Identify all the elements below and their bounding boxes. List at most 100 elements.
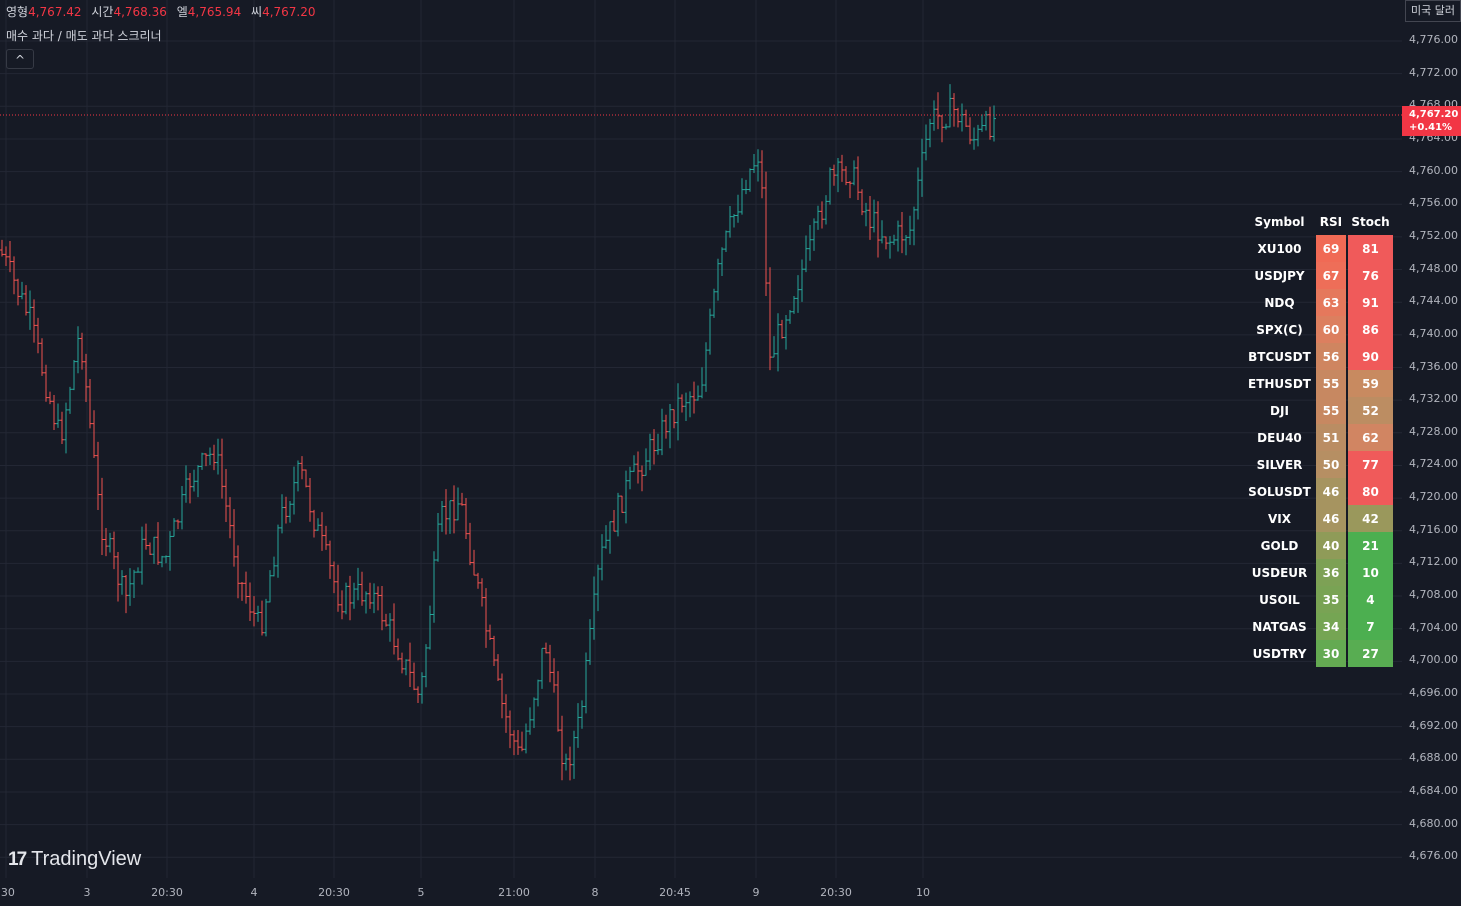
stoch-cell: 52	[1347, 397, 1393, 424]
ohlc-bar	[704, 342, 708, 392]
ohlc-bar	[848, 180, 852, 199]
ohlc-bar	[172, 518, 176, 537]
ohlc-bar	[192, 469, 196, 492]
ohlc-bar	[636, 451, 640, 484]
ohlc-bar	[548, 644, 552, 683]
ohlc-bar	[304, 469, 308, 488]
ohlc-bar	[504, 694, 508, 733]
ohlc-bar	[488, 624, 492, 640]
ohlc-bar	[104, 527, 108, 557]
ohlc-bar	[356, 567, 360, 601]
ohlc-bar	[80, 332, 84, 370]
tradingview-logo[interactable]: 17 TradingView	[8, 848, 141, 871]
ohlc-bar	[300, 456, 304, 480]
ohlc-bar	[676, 383, 680, 441]
time-axis-label: 3	[83, 886, 91, 899]
price-axis-label: 4,748.00	[1409, 261, 1458, 275]
ohlc-bar	[128, 568, 132, 606]
ohlc-bar	[656, 433, 660, 455]
ohlc-bar	[308, 478, 312, 522]
ohlc-bar	[232, 509, 236, 567]
stoch-cell: 27	[1347, 640, 1393, 667]
price-axis-label: 4,696.00	[1409, 686, 1458, 699]
ohlc-bar	[112, 531, 116, 570]
ohlc-bar	[988, 106, 992, 140]
ohlc-bar	[960, 103, 964, 132]
ohlc-bar	[980, 114, 984, 132]
stoch-cell: 77	[1347, 451, 1393, 478]
time-axis-label: 9	[752, 886, 760, 899]
ohlc-bar	[820, 201, 824, 229]
rsi-cell: 55	[1315, 370, 1346, 397]
ohlc-bar	[336, 564, 340, 612]
ohlc-bar	[784, 314, 788, 350]
ohlc-bar	[964, 109, 968, 127]
ohlc-bar	[100, 477, 104, 556]
ohlc-bar	[24, 285, 28, 316]
ohlc-bar	[96, 441, 100, 511]
stoch-cell: 80	[1347, 478, 1393, 505]
price-axis-label: 4,776.00	[1409, 33, 1458, 46]
ohlc-bar	[740, 178, 744, 215]
ohlc-bar	[492, 635, 496, 666]
ohlc-bar	[88, 378, 92, 429]
rsi-cell: 34	[1315, 613, 1346, 640]
price-bars	[0, 84, 996, 781]
ohlc-bar	[164, 555, 168, 564]
ohlc-bar	[228, 497, 232, 539]
ohlc-bar	[948, 84, 952, 128]
ohlc-bar	[32, 299, 36, 343]
symbol-cell: USDTRY	[1252, 646, 1307, 661]
open-value: 4,767.42	[28, 5, 82, 19]
ohlc-bar	[912, 206, 916, 246]
stoch-cell: 7	[1347, 613, 1393, 640]
ohlc-bar	[484, 588, 488, 648]
ohlc-bar	[632, 455, 636, 472]
ohlc-bar	[448, 500, 452, 534]
ohlc-bar	[768, 267, 772, 371]
ohlc-bar	[380, 585, 384, 631]
ohlc-bar	[836, 158, 840, 193]
ohlc-bar	[120, 570, 124, 595]
ohlc-bar	[744, 179, 748, 195]
time-axis-label: 20:30	[318, 886, 350, 899]
currency-button[interactable]: 미국 달러	[1405, 0, 1461, 22]
ohlc-bar	[680, 394, 684, 413]
ohlc-bar	[584, 652, 588, 714]
ohlc-bar	[476, 572, 480, 589]
collapse-button[interactable]: ^	[6, 49, 34, 69]
stoch-cell: 81	[1347, 235, 1393, 262]
ohlc-bar	[508, 710, 512, 749]
symbol-cell: ETHUSDT	[1248, 376, 1311, 391]
ohlc-bar	[344, 582, 348, 615]
ohlc-bar	[956, 107, 960, 128]
time-axis-label: 20:45	[659, 886, 691, 899]
symbol-cell: SPX(C)	[1256, 322, 1303, 337]
screener-row: NDQ 63 91	[1245, 289, 1393, 316]
ohlc-bar	[760, 150, 764, 199]
low-value: 4,765.94	[187, 5, 242, 19]
ohlc-bar	[932, 100, 936, 131]
ohlc-bar	[272, 556, 276, 577]
time-axis-label: 4	[250, 886, 258, 899]
ohlc-bar	[404, 659, 408, 676]
ohlc-bar	[840, 154, 844, 182]
ohlc-bar	[788, 309, 792, 324]
ohlc-bar	[248, 582, 252, 622]
ohlc-bar	[180, 486, 184, 530]
symbol-cell: NATGAS	[1252, 619, 1307, 634]
rsi-cell: 67	[1315, 262, 1346, 289]
screener-row: SPX(C) 60 86	[1245, 316, 1393, 343]
indicator-title[interactable]: 매수 과다 / 매도 과다 스크리너	[6, 29, 162, 43]
ohlc-bar	[368, 582, 372, 609]
ohlc-bar	[360, 571, 364, 606]
ohlc-bar	[832, 164, 836, 186]
ohlc-bar	[92, 410, 96, 459]
symbol-cell: USDJPY	[1254, 268, 1305, 283]
stoch-cell: 42	[1347, 505, 1393, 532]
ohlc-bar	[260, 600, 264, 636]
screener-row: VIX 46 42	[1245, 505, 1393, 532]
ohlc-bar	[76, 326, 80, 374]
ohlc-bar	[780, 319, 784, 339]
